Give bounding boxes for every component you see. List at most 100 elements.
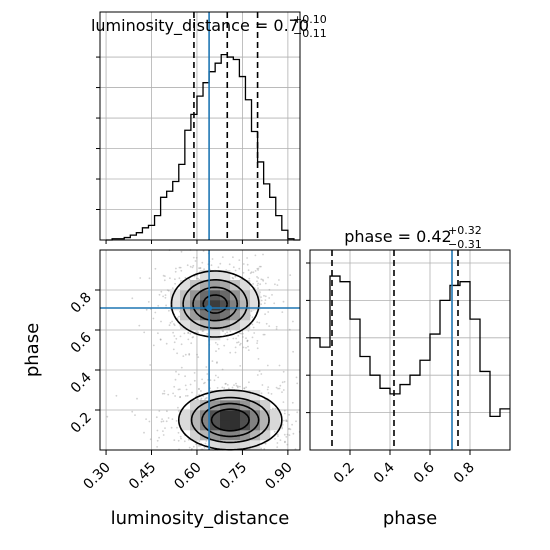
sample-point — [283, 412, 286, 415]
sample-point — [252, 326, 255, 329]
sample-point — [196, 398, 199, 400]
sample-point — [268, 288, 271, 291]
sample-point — [157, 304, 160, 307]
sample-point — [250, 271, 253, 274]
sample-point — [268, 297, 271, 299]
sample-point — [237, 385, 239, 388]
sample-point — [256, 347, 259, 350]
sample-point — [163, 279, 166, 282]
sample-point — [174, 395, 177, 397]
sample-point — [283, 419, 285, 422]
density-cell — [180, 280, 191, 291]
sample-point — [177, 439, 180, 442]
sample-point — [206, 373, 209, 375]
sample-point — [184, 384, 187, 387]
sample-point — [260, 265, 262, 268]
sample-point — [188, 353, 191, 356]
sample-point — [155, 416, 158, 419]
sample-point — [213, 379, 216, 382]
sample-point — [223, 344, 226, 347]
sample-point — [219, 262, 222, 265]
density-cell — [220, 430, 231, 441]
joint-density-panel: 0.30 0.45 0.60 0.75 0.90 0.2 0.4 0.6 0.8 lumino… — [22, 249, 301, 529]
sample-point — [276, 433, 279, 436]
density-cell — [200, 400, 211, 411]
sample-point — [161, 392, 164, 395]
sample-point — [191, 336, 194, 339]
sample-point — [173, 323, 175, 325]
sample-point — [247, 269, 250, 272]
sample-point — [246, 339, 249, 342]
sample-point — [263, 448, 266, 450]
sample-point — [274, 407, 277, 410]
phase-title-err-minus: −0.31 — [448, 238, 482, 251]
density-cell — [190, 420, 201, 431]
sample-point — [241, 332, 244, 335]
joint-ytick-label-3: 0.8 — [68, 290, 95, 317]
density-cell — [220, 280, 231, 291]
sample-point — [226, 331, 229, 334]
density-cell — [210, 300, 221, 311]
phase-histogram — [310, 275, 510, 417]
sample-point — [239, 365, 242, 367]
sample-point — [174, 282, 177, 285]
sample-point — [195, 277, 198, 280]
sample-point — [175, 337, 178, 340]
sample-point — [179, 335, 182, 338]
sample-point — [282, 370, 285, 373]
sample-point — [264, 442, 267, 445]
density-cell — [180, 310, 191, 321]
sample-point — [175, 420, 178, 422]
sample-point — [171, 320, 174, 323]
sample-point — [264, 313, 266, 316]
density-cell — [250, 300, 261, 311]
density-cell — [250, 430, 261, 441]
sample-point — [154, 267, 157, 270]
sample-point — [278, 387, 281, 390]
sample-point — [283, 409, 286, 412]
sample-point — [281, 311, 284, 313]
sample-point — [257, 358, 260, 360]
sample-point — [195, 443, 198, 446]
sample-point — [256, 280, 258, 283]
sample-point — [131, 410, 134, 413]
density-cell — [250, 440, 261, 451]
sample-point — [192, 336, 195, 338]
sample-point — [180, 343, 183, 346]
phase-histogram-panel: 0.2 0.4 0.6 0.8 phase = 0.42 +0.32 −0.31 ph… — [306, 224, 511, 529]
joint-ytick-label-1: 0.4 — [68, 369, 95, 396]
sample-point — [184, 375, 187, 378]
sample-point — [256, 284, 259, 287]
phase-title: phase = 0.42 — [344, 227, 451, 246]
sample-point — [245, 386, 248, 389]
density-cell — [250, 410, 261, 421]
sample-point — [191, 266, 194, 269]
sample-point — [257, 287, 259, 290]
sample-point — [242, 336, 244, 338]
sample-point — [264, 295, 267, 298]
sample-point — [211, 258, 214, 260]
density-cell — [260, 420, 271, 431]
density-cell — [210, 390, 221, 401]
joint-x-ticks: 0.30 0.45 0.60 0.75 0.90 — [81, 450, 296, 493]
sample-point — [169, 322, 172, 324]
sample-point — [291, 423, 293, 426]
density-cell — [170, 300, 181, 311]
sample-point — [286, 420, 288, 422]
sample-point — [145, 418, 148, 420]
sample-point — [234, 351, 237, 354]
density-cell — [240, 390, 251, 401]
sample-point — [281, 426, 283, 428]
density-cell — [230, 400, 241, 411]
sample-point — [275, 325, 278, 328]
sample-point — [176, 352, 179, 355]
joint-xtick-label-0: 0.30 — [81, 460, 114, 493]
sample-point — [266, 388, 269, 391]
sample-point — [288, 413, 290, 416]
sample-point — [149, 364, 152, 366]
sample-point — [156, 439, 159, 442]
sample-point — [275, 328, 278, 330]
sample-point — [172, 331, 175, 334]
sample-point — [274, 438, 276, 440]
